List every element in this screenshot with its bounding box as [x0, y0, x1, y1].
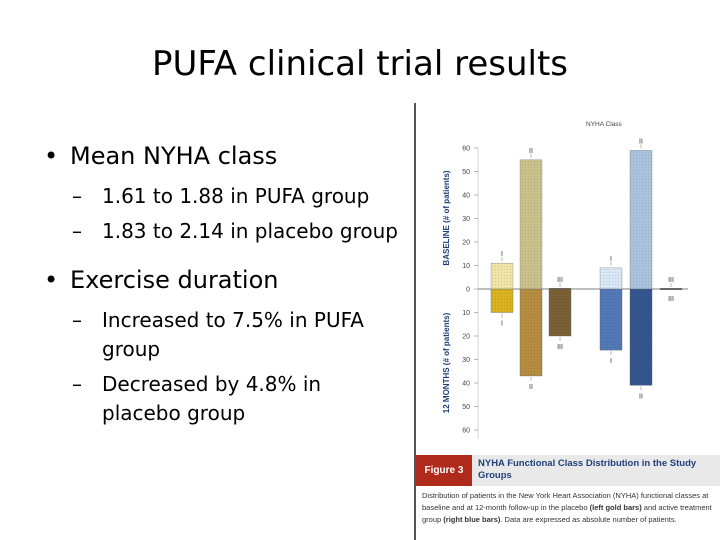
sub-bullet: – Decreased by 4.8% in placebo group	[72, 370, 404, 428]
nyha-chart: NYHA Class BASELINE (# of patients) 12 M…	[442, 121, 688, 439]
y-tick-label: 50	[462, 404, 470, 411]
bar-texture	[520, 159, 542, 289]
class-label-bottom: III	[668, 296, 674, 303]
bar-texture	[520, 289, 542, 376]
y-tick-label: 30	[462, 216, 470, 223]
sub-bullet: – 1.83 to 2.14 in placebo group	[72, 217, 404, 246]
sub-bullet-text: Decreased by 4.8% in placebo group	[102, 372, 322, 425]
y-tick-label: 20	[462, 240, 470, 247]
y-axis-label-top: BASELINE (# of patients)	[442, 170, 451, 265]
y-tick-label: 60	[462, 428, 470, 435]
bar-texture	[630, 289, 652, 386]
caption-fragment: and active treatment group	[422, 503, 712, 524]
y-tick-label: 50	[462, 169, 470, 176]
sub-bullet-text: 1.83 to 2.14 in placebo group	[102, 219, 398, 243]
bullet-text: Exercise duration	[70, 266, 279, 294]
y-tick-label: 30	[462, 357, 470, 364]
caption-fragment: (left gold bars)	[589, 503, 642, 512]
caption-fragment: . Data are expressed as absolute number …	[500, 515, 677, 524]
sub-bullet: – Increased to 7.5% in PUFA group	[72, 306, 404, 364]
chart-title: NYHA Class	[586, 121, 623, 128]
class-label-bottom: I	[501, 321, 503, 328]
sub-bullet-text: 1.61 to 1.88 in PUFA group	[102, 184, 370, 208]
bullet-list: • Mean NYHA class – 1.61 to 1.88 in PUFA…	[44, 140, 404, 434]
class-label-top: II	[529, 148, 533, 155]
class-label-bottom: II	[529, 384, 533, 391]
caption-fragment: (right blue bars)	[443, 515, 501, 524]
class-label-top: III	[557, 277, 563, 284]
y-tick-label: 10	[462, 310, 470, 317]
figure-title: NYHA Functional Class Distribution in th…	[478, 458, 697, 481]
y-tick-label: 60	[462, 146, 470, 153]
y-tick-label: 40	[462, 193, 470, 200]
bar-texture	[491, 289, 513, 313]
bullet-exercise: • Exercise duration	[44, 264, 404, 296]
dash-icon: –	[72, 308, 82, 332]
class-label-bottom: I	[610, 358, 612, 365]
dash-icon: –	[72, 219, 82, 243]
sub-bullet: – 1.61 to 1.88 in PUFA group	[72, 182, 404, 211]
bar-texture	[630, 150, 652, 289]
dash-icon: –	[72, 372, 82, 396]
class-label-bottom: II	[639, 393, 643, 400]
y-tick-label: 20	[462, 334, 470, 341]
bullet-nyha: • Mean NYHA class	[44, 140, 404, 172]
class-label-top: I	[610, 256, 612, 263]
bullet-dot-icon: •	[44, 266, 59, 294]
y-tick-label: 0	[466, 287, 470, 294]
bullet-text: Mean NYHA class	[70, 142, 278, 170]
caption-text: Distribution of patients in the New York…	[422, 490, 718, 526]
bar-texture	[600, 289, 622, 351]
class-label-top: I	[501, 251, 503, 258]
caption-fragment: Distribution of patients in the New York…	[422, 491, 709, 512]
y-tick-label: 10	[462, 263, 470, 270]
bar-texture	[549, 289, 571, 336]
figure-caption: Figure 3 NYHA Functional Class Distribut…	[416, 455, 720, 540]
class-label-bottom: III	[557, 344, 563, 351]
figure-label: Figure 3	[416, 455, 472, 486]
bar-texture	[600, 267, 622, 289]
class-label-top: II	[639, 138, 643, 145]
dash-icon: –	[72, 184, 82, 208]
bar-texture	[491, 263, 513, 289]
slide-title: PUFA clinical trial results	[151, 44, 568, 84]
class-label-top: III	[668, 277, 674, 284]
sub-bullet-text: Increased to 7.5% in PUFA group	[102, 308, 364, 361]
y-tick-label: 40	[462, 381, 470, 388]
y-axis-label-bottom: 12 MONTHS (# of patients)	[442, 312, 451, 413]
bullet-dot-icon: •	[44, 142, 59, 170]
